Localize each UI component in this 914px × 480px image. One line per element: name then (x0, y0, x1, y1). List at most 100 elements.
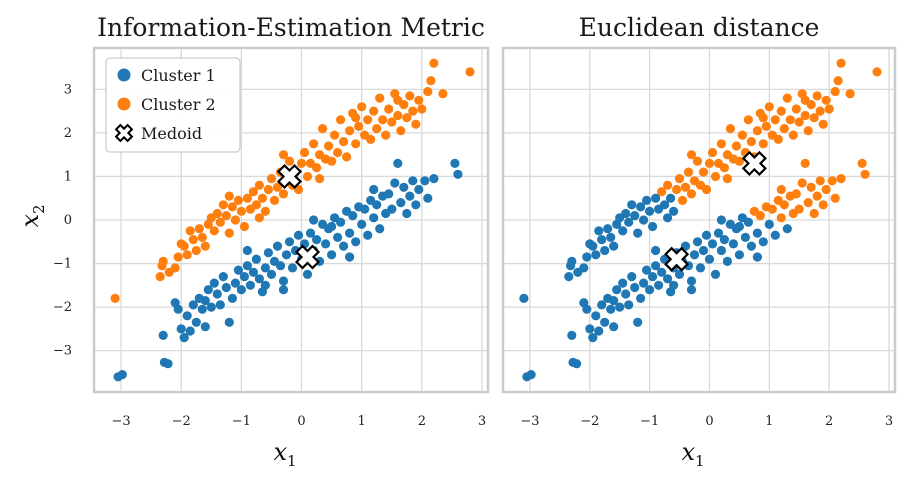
point-cluster-2 (351, 113, 361, 123)
point-cluster-1 (278, 276, 289, 286)
point-cluster-2 (860, 169, 870, 179)
point-cluster-2 (800, 110, 810, 121)
point-cluster-1 (582, 252, 592, 262)
point-cluster-2 (381, 130, 391, 140)
point-cluster-2 (767, 204, 777, 214)
point-cluster-2 (743, 115, 754, 125)
point-cluster-1 (384, 189, 394, 199)
point-cluster-2 (803, 198, 813, 208)
point-cluster-2 (809, 208, 819, 219)
point-cluster-2 (845, 89, 855, 99)
point-cluster-1 (689, 250, 700, 260)
legend-marker-medoid (114, 123, 134, 143)
point-cluster-1 (429, 174, 439, 184)
point-cluster-1 (663, 274, 673, 284)
point-cluster-2 (785, 115, 795, 125)
point-cluster-2 (158, 256, 168, 266)
point-cluster-1 (312, 235, 322, 245)
legend-marker-cluster-2 (117, 97, 131, 111)
point-cluster-2 (173, 252, 183, 262)
point-cluster-2 (269, 195, 280, 205)
point-cluster-2 (209, 226, 219, 236)
point-cluster-2 (242, 193, 252, 203)
point-cluster-1 (609, 322, 619, 332)
point-cluster-2 (188, 235, 198, 245)
point-cluster-1 (651, 261, 661, 271)
point-cluster-2 (354, 121, 364, 131)
point-cluster-2 (438, 89, 448, 99)
point-cluster-1 (351, 237, 361, 247)
point-cluster-2 (236, 206, 246, 216)
y-tick-label: 2 (64, 126, 72, 141)
point-cluster-2 (800, 158, 810, 168)
point-cluster-2 (266, 174, 277, 184)
point-cluster-1 (260, 263, 270, 273)
point-cluster-2 (830, 86, 840, 97)
point-cluster-1 (333, 232, 343, 242)
point-cluster-1 (218, 272, 228, 282)
point-cluster-1 (764, 219, 774, 229)
point-cluster-2 (309, 139, 319, 149)
point-cluster-1 (293, 230, 304, 240)
x-tick-label: 2 (825, 414, 833, 429)
point-cluster-2 (701, 184, 712, 195)
point-cluster-1 (117, 370, 127, 380)
point-cluster-1 (591, 311, 601, 321)
point-cluster-2 (812, 191, 822, 201)
panel-information-estimation: Information-Estimation Metric −3 −2 −1 0 1 2 3 −… (16, 13, 490, 470)
point-cluster-2 (342, 152, 352, 162)
point-cluster-2 (224, 191, 234, 201)
point-cluster-1 (200, 322, 210, 332)
x-tick-label: −3 (520, 414, 539, 429)
point-cluster-1 (191, 317, 201, 327)
point-cluster-1 (405, 191, 415, 201)
point-cluster-2 (791, 104, 801, 114)
point-cluster-1 (615, 302, 625, 312)
point-cluster-1 (206, 302, 216, 312)
point-cluster-1 (648, 221, 658, 232)
point-cluster-2 (776, 213, 786, 223)
point-cluster-1 (627, 200, 637, 210)
point-cluster-1 (402, 208, 412, 219)
point-cluster-1 (200, 296, 210, 306)
x-tick-label: 3 (478, 414, 486, 429)
point-cluster-1 (582, 304, 592, 314)
point-cluster-1 (158, 330, 168, 340)
point-cluster-1 (197, 304, 207, 314)
point-cluster-2 (402, 113, 412, 123)
point-cluster-1 (414, 184, 424, 195)
point-cluster-1 (305, 228, 316, 238)
point-cluster-2 (465, 67, 475, 77)
point-cluster-1 (728, 239, 739, 249)
point-cluster-1 (674, 269, 685, 279)
point-cluster-1 (336, 217, 346, 227)
point-cluster-2 (155, 272, 165, 282)
chart-title: Euclidean distance (579, 13, 820, 42)
plot-frame (501, 46, 897, 394)
point-cluster-1 (339, 241, 349, 251)
x-tick-label: 1 (358, 414, 366, 429)
point-cluster-1 (423, 193, 433, 203)
point-cluster-1 (743, 217, 754, 227)
point-cluster-1 (618, 278, 628, 288)
point-cluster-1 (618, 226, 628, 236)
point-cluster-2 (284, 156, 295, 166)
point-cluster-2 (260, 206, 270, 216)
point-cluster-2 (405, 91, 415, 101)
point-cluster-2 (351, 139, 361, 149)
x-axis-label: x1 (273, 438, 296, 470)
x-tick-label: 3 (885, 414, 893, 429)
point-cluster-1 (411, 200, 421, 210)
point-cluster-1 (278, 285, 289, 295)
point-cluster-2 (417, 104, 427, 114)
point-cluster-2 (752, 126, 763, 136)
x-tick-label: −2 (580, 414, 599, 429)
point-cluster-1 (230, 278, 240, 288)
point-cluster-2 (758, 113, 768, 123)
point-cluster-2 (686, 189, 697, 199)
point-cluster-2 (372, 124, 382, 134)
point-cluster-2 (657, 187, 667, 197)
legend-label: Cluster 2 (141, 95, 216, 114)
point-cluster-1 (588, 333, 598, 343)
point-cluster-2 (263, 184, 273, 195)
